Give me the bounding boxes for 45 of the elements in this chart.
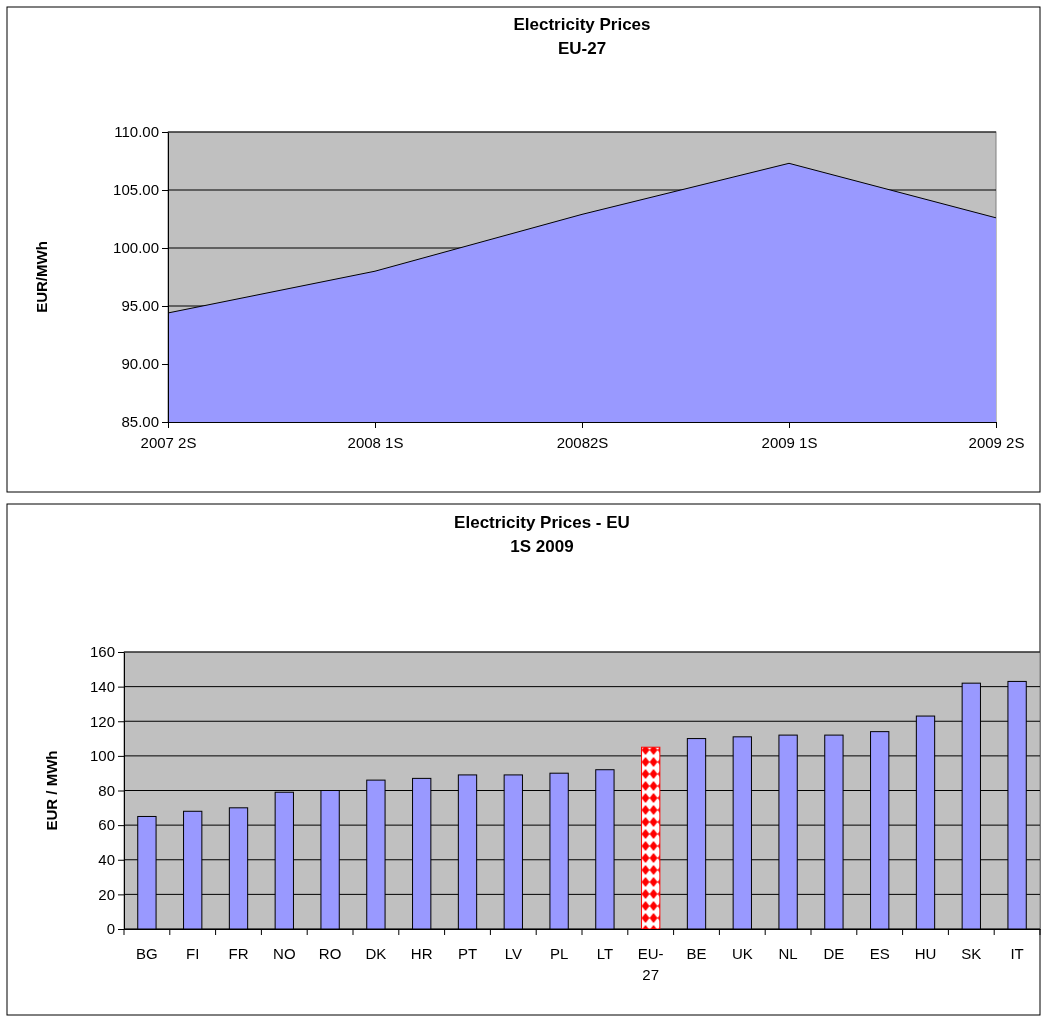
y-axis-title: EUR/MWh bbox=[33, 241, 50, 313]
x-tick-label: 2008 1S bbox=[347, 433, 404, 451]
x-tick-label: PL bbox=[549, 945, 569, 962]
x-tick-label: NO bbox=[273, 945, 296, 962]
x-tick-label: HU bbox=[914, 945, 937, 962]
x-tick-label: 20082S bbox=[556, 433, 609, 451]
y-tick-label: 95.00 bbox=[121, 297, 159, 315]
x-tick-label: BE bbox=[686, 945, 707, 962]
x-tick-label: LT bbox=[596, 945, 614, 962]
x-tick-label: IT bbox=[1010, 945, 1024, 962]
y-tick-label: 110.00 bbox=[114, 123, 159, 141]
x-tick-label: ES bbox=[869, 945, 890, 962]
x-tick-label: PT bbox=[457, 945, 478, 962]
x-tick-label: NL bbox=[778, 945, 798, 962]
chart-title: Electricity Prices - EU 1S 2009 bbox=[454, 513, 630, 556]
y-tick-label: 90.00 bbox=[121, 355, 159, 373]
y-tick-label: 60 bbox=[98, 816, 115, 834]
x-tick-label: FI bbox=[186, 945, 200, 962]
x-tick-label: HR bbox=[410, 945, 433, 962]
chart-title: Electricity Prices EU-27 bbox=[513, 15, 651, 58]
x-tick-label: RO bbox=[318, 945, 342, 962]
y-tick-label: 40 bbox=[98, 851, 115, 869]
y-tick-label: 100 bbox=[89, 747, 115, 765]
y-tick-label: 85.00 bbox=[121, 413, 159, 431]
y-tick-label: 105.00 bbox=[113, 181, 159, 199]
y-tick-label: 160 bbox=[89, 643, 115, 661]
x-tick-label: LV bbox=[504, 945, 522, 962]
x-tick-label: 2009 1S bbox=[761, 433, 818, 451]
bar bbox=[641, 746, 661, 930]
x-tick-label: 2009 2S bbox=[968, 433, 1025, 451]
y-tick-label: 120 bbox=[89, 712, 115, 730]
x-tick-label: FR bbox=[228, 945, 249, 962]
x-tick-label: DE bbox=[823, 945, 845, 962]
x-tick-label: UK bbox=[731, 945, 753, 962]
y-tick-label: 20 bbox=[98, 885, 115, 903]
x-tick-label: BG bbox=[136, 945, 158, 962]
x-tick-label: SK bbox=[961, 945, 982, 962]
y-axis-title: EUR / MWh bbox=[43, 750, 60, 831]
y-tick-label: 0 bbox=[106, 920, 115, 938]
x-tick-label: 2007 2S bbox=[140, 433, 197, 451]
y-tick-label: 100.00 bbox=[113, 239, 159, 257]
y-tick-label: 140 bbox=[89, 677, 115, 695]
y-tick-label: 80 bbox=[98, 781, 115, 799]
x-tick-label: EU-27 bbox=[637, 945, 664, 983]
x-tick-label: DK bbox=[365, 945, 387, 962]
